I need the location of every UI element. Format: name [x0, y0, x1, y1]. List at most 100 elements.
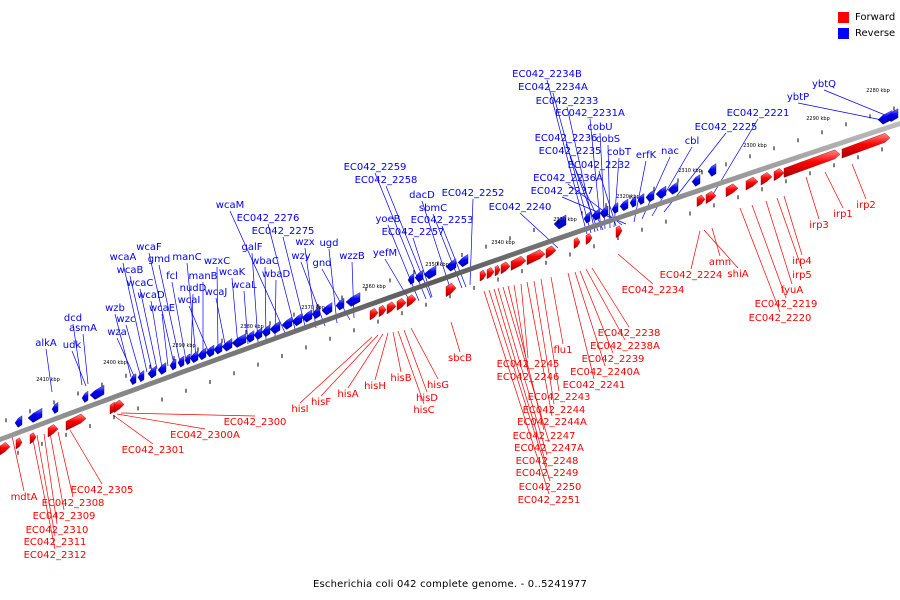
reverse-gene-block[interactable]	[147, 365, 157, 379]
gene-label-ec042-2311[interactable]: EC042_2311	[24, 537, 87, 548]
reverse-gene-block[interactable]	[707, 163, 717, 177]
reverse-gene-block[interactable]	[645, 189, 655, 203]
gene-label-ec042-2275[interactable]: EC042_2275	[252, 226, 315, 237]
gene-label-wcac[interactable]: wcaC	[127, 278, 154, 289]
reverse-gene-block[interactable]	[345, 292, 361, 307]
forward-gene-block[interactable]	[486, 267, 495, 280]
reverse-gene-block[interactable]	[629, 195, 637, 208]
forward-gene-block[interactable]	[783, 149, 841, 178]
gene-label-wzy[interactable]: wzy	[291, 251, 310, 262]
reverse-gene-block[interactable]	[423, 265, 437, 280]
gene-label-alka[interactable]: alkA	[35, 338, 57, 349]
reverse-gene-block[interactable]	[311, 306, 321, 319]
gene-label-ec042-2300a[interactable]: EC042_2300A	[170, 430, 240, 441]
gene-label-ec042-2300[interactable]: EC042_2300	[224, 417, 287, 428]
gene-label-ec042-2235[interactable]: EC042_2235	[539, 146, 602, 157]
reverse-gene-block[interactable]	[245, 330, 255, 343]
gene-label-irp3[interactable]: irp3	[809, 220, 829, 231]
gene-label-ec042-2236[interactable]: EC042_2236	[535, 133, 598, 144]
gene-label-wzxc[interactable]: wzxC	[204, 256, 230, 267]
forward-gene-block[interactable]	[585, 233, 593, 245]
gene-label-manc[interactable]: manC	[172, 252, 201, 263]
reverse-gene-block[interactable]	[457, 254, 469, 268]
gene-label-wzc[interactable]: wzc	[117, 314, 136, 325]
gene-label-wbad[interactable]: wbaD	[262, 269, 291, 280]
gene-label-ec042-2240a[interactable]: EC042_2240A	[570, 367, 640, 378]
gene-label-ec042-2240[interactable]: EC042_2240	[489, 202, 552, 213]
reverse-gene-block[interactable]	[321, 302, 333, 316]
forward-gene-block[interactable]	[378, 305, 387, 318]
gene-label-wcae[interactable]: wcaE	[149, 303, 175, 314]
reverse-gene-block[interactable]	[553, 214, 567, 230]
reverse-gene-block[interactable]	[221, 338, 233, 352]
gene-label-hisg[interactable]: hisG	[427, 380, 449, 391]
reverse-gene-block[interactable]	[301, 309, 313, 323]
gene-label-gnd[interactable]: gnd	[312, 258, 331, 269]
gene-label-ec042-2219[interactable]: EC042_2219	[755, 299, 818, 310]
gene-label-ec042-2232[interactable]: EC042_2232	[568, 160, 631, 171]
forward-gene-block[interactable]	[545, 245, 557, 259]
gene-label-ec042-2257[interactable]: EC042_2257	[382, 227, 445, 238]
reverse-gene-block[interactable]	[335, 297, 345, 311]
reverse-gene-block[interactable]	[189, 350, 199, 364]
gene-label-ec042-2251[interactable]: EC042_2251	[518, 495, 581, 506]
reverse-gene-block[interactable]	[184, 353, 191, 365]
forward-gene-block[interactable]	[445, 282, 457, 298]
gene-label-shia[interactable]: shiA	[727, 269, 748, 280]
gene-label-wcam[interactable]: wcaM	[216, 200, 244, 211]
gene-label-hisc[interactable]: hisC	[413, 405, 434, 416]
forward-gene-block[interactable]	[500, 261, 511, 275]
gene-label-nudd[interactable]: nudD	[180, 283, 207, 294]
gene-label-ugd[interactable]: ugd	[319, 238, 338, 249]
gene-label-wza[interactable]: wza	[107, 327, 127, 338]
reverse-gene-block[interactable]	[253, 327, 263, 340]
gene-label-ec042-2310[interactable]: EC042_2310	[26, 525, 89, 536]
reverse-gene-block[interactable]	[177, 355, 185, 368]
forward-gene-block[interactable]	[0, 442, 11, 456]
forward-gene-block[interactable]	[725, 183, 739, 198]
gene-label-cobs[interactable]: cobS	[596, 134, 620, 145]
reverse-gene-block[interactable]	[169, 358, 177, 371]
gene-label-fyua[interactable]: fyuA	[781, 285, 804, 296]
gene-label-irp5[interactable]: irp5	[792, 270, 812, 281]
gene-label-ec042-2234b[interactable]: EC042_2234B	[512, 69, 582, 80]
forward-gene-block[interactable]	[841, 133, 891, 159]
gene-label-ec042-2238a[interactable]: EC042_2238A	[590, 341, 660, 352]
reverse-gene-block[interactable]	[407, 273, 415, 285]
gene-label-amn[interactable]: amn	[709, 257, 731, 268]
gene-label-ec042-2248[interactable]: EC042_2248	[516, 456, 579, 467]
gene-label-ec042-2239[interactable]: EC042_2239	[582, 354, 645, 365]
gene-label-sbmc[interactable]: sbmC	[419, 203, 447, 214]
reverse-gene-block[interactable]	[619, 198, 629, 212]
gene-label-ec042-2231a[interactable]: EC042_2231A	[555, 108, 625, 119]
gene-label-asma[interactable]: asmA	[69, 323, 97, 334]
gene-label-ec042-2234[interactable]: EC042_2234	[622, 285, 685, 296]
gene-label-manb[interactable]: manB	[188, 271, 217, 282]
forward-gene-block[interactable]	[29, 432, 37, 445]
gene-label-irp4[interactable]: irp4	[792, 256, 812, 267]
reverse-gene-block[interactable]	[667, 181, 679, 195]
reverse-gene-block[interactable]	[137, 370, 145, 383]
gene-label-sbcb[interactable]: sbcB	[448, 353, 472, 364]
gene-label-dacd[interactable]: dacD	[409, 190, 435, 201]
forward-gene-block[interactable]	[773, 168, 785, 182]
reverse-gene-block[interactable]	[655, 185, 667, 199]
gene-label-mdta[interactable]: mdtA	[11, 492, 38, 503]
gene-label-hisa[interactable]: hisA	[337, 389, 358, 400]
reverse-gene-block[interactable]	[129, 373, 137, 386]
gene-label-ec042-2236a[interactable]: EC042_2236A	[533, 173, 603, 184]
gene-label-wcaf[interactable]: wcaF	[136, 242, 162, 253]
reverse-gene-block[interactable]	[213, 341, 223, 355]
gene-label-cbl[interactable]: cbl	[685, 136, 700, 147]
forward-gene-block[interactable]	[479, 269, 487, 282]
forward-gene-block[interactable]	[369, 307, 379, 321]
gene-label-fcl[interactable]: fcl	[166, 271, 178, 282]
gene-label-ec042-2244a[interactable]: EC042_2244A	[517, 417, 587, 428]
reverse-gene-block[interactable]	[885, 108, 899, 122]
gene-label-cobt[interactable]: cobT	[607, 147, 632, 158]
gene-label-ec042-2247[interactable]: EC042_2247	[513, 431, 576, 442]
gene-label-wcaa[interactable]: wcaA	[110, 252, 137, 263]
forward-gene-block[interactable]	[396, 297, 407, 311]
reverse-gene-block[interactable]	[414, 269, 424, 283]
reverse-gene-block[interactable]	[81, 390, 89, 403]
